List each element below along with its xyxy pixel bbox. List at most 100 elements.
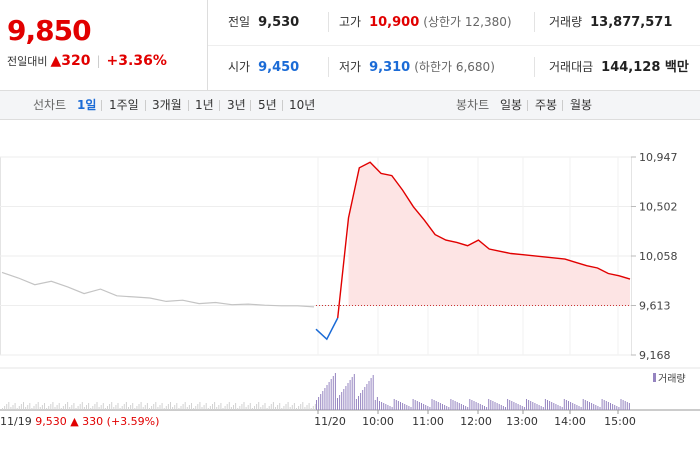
- divider: [101, 100, 102, 111]
- volume-bar: [151, 406, 153, 410]
- stat-label: 거래대금: [549, 60, 594, 74]
- volume-bar: [281, 408, 283, 410]
- volume-bar: [549, 401, 551, 410]
- volume-bar: [477, 403, 479, 410]
- volume-bar: [389, 406, 391, 410]
- divider: [328, 12, 329, 32]
- volume-bar: [463, 405, 464, 410]
- volume-bar: [60, 408, 62, 410]
- stat-value: 9,310: [369, 60, 411, 75]
- volume-bar: [197, 404, 199, 410]
- volume-bar: [275, 407, 276, 410]
- volume-bar: [4, 406, 6, 410]
- volume-bar: [381, 402, 383, 410]
- volume-bar: [289, 407, 291, 410]
- volume-bar: [498, 404, 500, 410]
- volume-bar: [492, 401, 494, 410]
- divider: [562, 100, 563, 111]
- volume-bar: [155, 402, 157, 410]
- volume-bar: [130, 405, 132, 410]
- volume-bar: [355, 399, 357, 410]
- volume-bar: [614, 405, 616, 410]
- volume-bar: [427, 406, 429, 410]
- volume-bar: [132, 403, 134, 410]
- x-tick-label: 10:00: [362, 415, 394, 428]
- tab-1d[interactable]: 1일: [77, 98, 97, 112]
- volume-bar: [316, 400, 317, 410]
- volume-bar: [523, 407, 525, 410]
- volume-bar: [446, 406, 448, 410]
- divider: [219, 100, 220, 111]
- stat-high: 고가 10,900 (상한가 12,380): [339, 0, 512, 45]
- volume-bar: [153, 404, 155, 410]
- volume-bar: [266, 408, 268, 410]
- volume-bar: [264, 403, 266, 410]
- volume-bar: [490, 400, 492, 410]
- y-tick-label: 10,947: [639, 151, 678, 164]
- volume-bar: [595, 405, 597, 410]
- volume-bar: [578, 406, 580, 410]
- stat-amount: 거래대금 144,128 백만: [549, 45, 689, 90]
- volume-bar: [165, 406, 167, 410]
- volume-bar: [456, 402, 458, 410]
- volume-bar: [306, 405, 308, 410]
- volume-bar: [452, 400, 454, 410]
- volume-bar: [251, 408, 253, 410]
- tab-monthly-candle[interactable]: 월봉: [570, 98, 593, 112]
- tab-1y[interactable]: 1년: [195, 98, 214, 112]
- x-tick-label: 14:00: [554, 415, 586, 428]
- volume-bar: [37, 402, 39, 410]
- stat-open: 시가 9,450: [228, 45, 299, 90]
- volume-bar: [458, 403, 460, 410]
- volume-bar: [170, 402, 171, 410]
- tab-1w[interactable]: 1주일: [109, 98, 139, 112]
- volume-bar: [125, 402, 127, 410]
- divider: [188, 100, 189, 111]
- volume-bar: [172, 407, 174, 410]
- tab-3y[interactable]: 3년: [227, 98, 246, 112]
- change-label: 전일대비: [7, 55, 48, 68]
- volume-bar: [385, 404, 387, 410]
- volume-bar: [626, 402, 628, 410]
- prev-day-info-part: (+3.59%): [103, 415, 159, 428]
- volume-bar: [195, 406, 197, 410]
- volume-bar: [603, 400, 605, 410]
- volume-bar: [576, 405, 578, 410]
- y-tick-label: 9,168: [639, 349, 671, 362]
- volume-bar: [397, 401, 399, 410]
- volume-bar: [8, 402, 10, 410]
- volume-bar: [134, 408, 136, 410]
- divider: [527, 100, 528, 111]
- volume-bar: [18, 406, 20, 410]
- volume-bar: [81, 402, 83, 410]
- tab-5y[interactable]: 5년: [258, 98, 277, 112]
- stat-low: 저가 9,310 (하한가 6,680): [339, 45, 495, 90]
- volume-bar: [54, 407, 56, 410]
- volume-bar: [287, 402, 289, 410]
- volume-bar: [536, 404, 538, 410]
- volume-bar: [205, 403, 207, 410]
- tab-10y[interactable]: 10년: [289, 98, 316, 112]
- volume-bar: [435, 401, 437, 410]
- volume-bar: [467, 407, 469, 410]
- stats-row: 시가 9,450 저가 9,310 (하한가 6,680) 거래대금 144,128 백…: [208, 45, 700, 90]
- volume-bar: [41, 405, 43, 410]
- volume-bar: [182, 404, 184, 410]
- previous-day-line: [1, 271, 315, 308]
- volume-bar: [277, 405, 279, 410]
- volume-bar: [521, 406, 523, 410]
- volume-bar: [528, 400, 530, 410]
- tab-weekly-candle[interactable]: 주봉: [535, 98, 558, 112]
- volume-bar: [285, 404, 287, 410]
- volume-bar: [488, 399, 490, 410]
- volume-bar: [341, 392, 343, 410]
- volume-bar: [136, 406, 138, 410]
- tab-daily-candle[interactable]: 일봉: [500, 98, 523, 112]
- tab-3m[interactable]: 3개월: [152, 98, 182, 112]
- volume-bar: [222, 408, 224, 410]
- volume-bar: [98, 407, 100, 410]
- volume-bar: [444, 405, 446, 410]
- volume-bar: [73, 403, 75, 410]
- stat-volume: 거래량 13,877,571: [549, 0, 672, 45]
